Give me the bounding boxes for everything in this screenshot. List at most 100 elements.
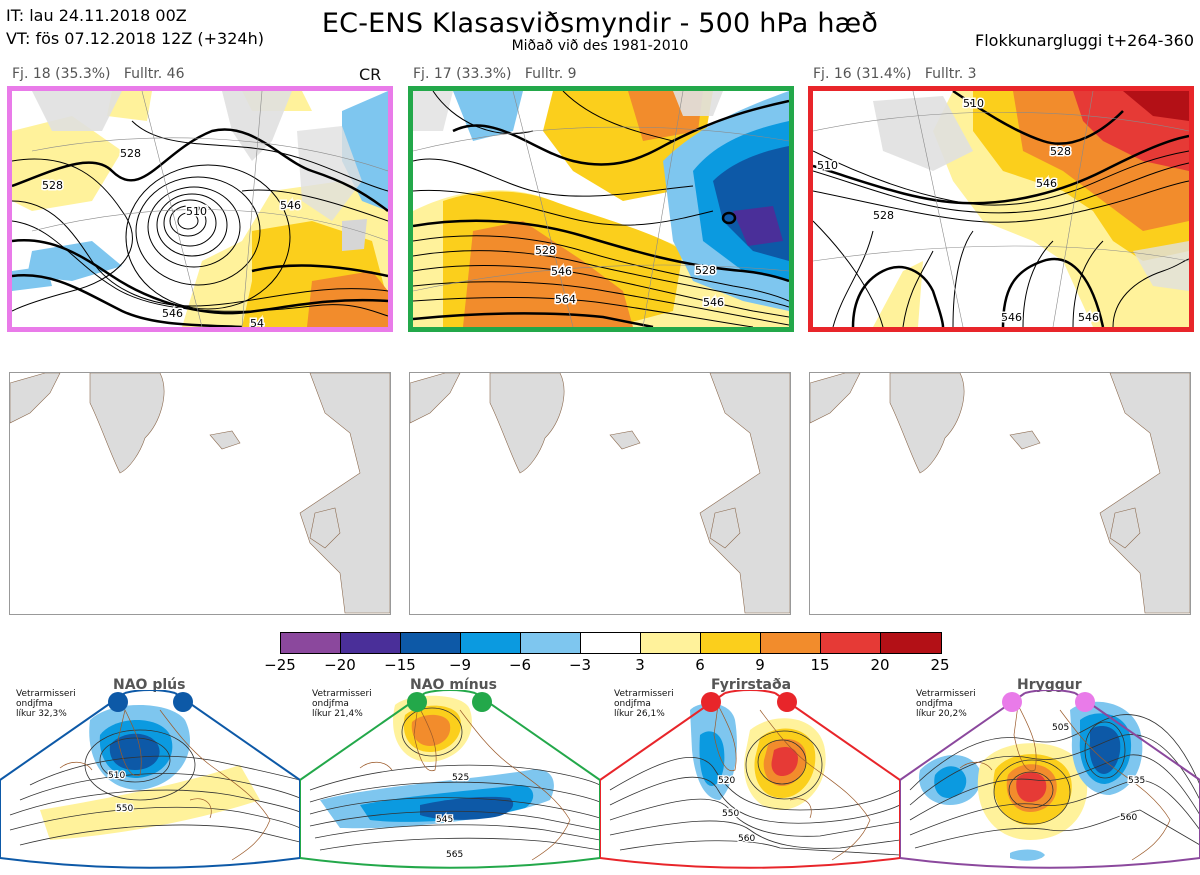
cluster-2-contour-label: 528 [535, 244, 556, 257]
cluster-3-contour-label: 528 [1050, 145, 1071, 158]
regime-1-freq-line: Vetrarmisseri [16, 689, 76, 699]
base-map-2-graphic [410, 373, 790, 614]
colorbar-swatch [461, 633, 521, 653]
regime-3-contour-label: 520 [718, 776, 735, 786]
cluster-2-map: 528 546 564 528 546 [408, 86, 794, 332]
regime-2-contour-label: 525 [452, 773, 469, 783]
cluster-1-contour-label: 528 [42, 179, 63, 192]
regime-2-title: NAO mínus [410, 677, 497, 693]
cluster-1-contour-label: 510 [186, 205, 207, 218]
cluster-1-contour-label: 546 [280, 199, 301, 212]
regime-3-freq-line: Vetrarmisseri [614, 689, 674, 699]
regime-3-map-graphic: 520 550 560 [599, 689, 901, 869]
regime-3-contour-label: 550 [722, 809, 739, 819]
regime-3-marker [777, 692, 797, 712]
cluster-1-contour-label: 54 [250, 317, 264, 327]
colorbar-swatch [281, 633, 341, 653]
regime-3-freq-line: líkur 26,1% [614, 709, 665, 719]
cluster-3-contour-label: 510 [817, 159, 838, 172]
regime-2-map: 525 545 565 [299, 689, 601, 871]
regime-1-map-graphic: 510 550 [0, 689, 301, 869]
cluster-1-contour-label: 528 [187, 204, 208, 217]
cluster-1-contour-label: 528 [120, 147, 141, 160]
colorbar-swatch [341, 633, 401, 653]
cluster-window: Flokkunargluggi t+264-360 [975, 31, 1194, 50]
regime-4-marker [1002, 692, 1022, 712]
colorbar-tick: −9 [448, 656, 472, 674]
regime-2-freq-line: Vetrarmisseri [312, 689, 372, 699]
regime-1-title: NAO plús [113, 677, 186, 693]
colorbar-swatch [761, 633, 821, 653]
cluster-1-contour-label: 546 [162, 307, 183, 320]
colorbar-tick: −3 [568, 656, 592, 674]
issue-time: IT: lau 24.11.2018 00Z [6, 6, 187, 25]
regime-1-frequency: Vetrarmisseri ondjfma líkur 32,3% [16, 689, 76, 719]
colorbar-tick: 15 [810, 656, 830, 674]
cluster-3-map: 510 510 528 528 546 546 546 [808, 86, 1194, 332]
regime-1-freq-line: líkur 32,3% [16, 709, 67, 719]
cluster-3-contour-label: 528 [873, 209, 894, 222]
regime-2-map-graphic: 525 545 565 [299, 689, 601, 869]
regime-4-contour-label: 505 [1052, 723, 1069, 733]
cluster-1-tag: CR [359, 65, 382, 84]
forecast-times: IT: lau 24.11.2018 00Z VT: fös 07.12.201… [6, 4, 264, 50]
base-map-3-graphic [810, 373, 1190, 614]
regime-2-contour-label: 545 [436, 815, 453, 825]
cluster-2-contour-label: 528 [695, 264, 716, 277]
regime-2-freq-line: líkur 21,4% [312, 709, 363, 719]
regime-4-marker [1075, 692, 1095, 712]
regime-3-marker [701, 692, 721, 712]
regime-1-contour-label: 550 [116, 804, 133, 814]
cluster-2-contour-label: 546 [703, 296, 724, 309]
page-title: EC-ENS Klasasviðsmyndir - 500 hPa hæð [321, 8, 879, 39]
colorbar-swatch [641, 633, 701, 653]
colorbar [280, 632, 942, 654]
regime-1-marker [173, 692, 193, 712]
cluster-3-contour-label: 546 [1078, 311, 1099, 324]
cluster-2-label: Fj. 17 (33.3%) Fulltr. 9 [413, 66, 577, 82]
regime-1-freq-line: ondjfma [16, 699, 53, 709]
regime-2-marker [472, 692, 492, 712]
colorbar-swatch [401, 633, 461, 653]
colorbar-swatch [581, 633, 641, 653]
cluster-2-map-graphic: 528 546 564 528 546 [413, 91, 789, 327]
cluster-3-contour-label: 546 [1036, 177, 1057, 190]
regime-3-freq-line: ondjfma [614, 699, 651, 709]
regime-3-contour-label: 560 [738, 834, 755, 844]
regime-2-frequency: Vetrarmisseri ondjfma líkur 21,4% [312, 689, 372, 719]
regime-4-map: 505 535 560 [899, 689, 1200, 871]
cluster-3-map-graphic: 510 510 528 528 546 546 546 [813, 91, 1189, 327]
cluster-3-contour-label: 510 [963, 97, 984, 110]
cluster-2-contour-label: 546 [551, 265, 572, 278]
regime-1-marker [108, 692, 128, 712]
regime-4-contour-label: 560 [1120, 813, 1137, 823]
cluster-3-contour-label: 546 [1001, 311, 1022, 324]
colorbar-tick: −20 [324, 656, 356, 674]
regime-3-map: 520 550 560 [599, 689, 901, 871]
regime-4-freq-line: Vetrarmisseri [916, 689, 976, 699]
regime-3-title: Fyrirstaða [711, 677, 792, 693]
regime-4-contour-label: 535 [1128, 776, 1145, 786]
regime-4-freq-line: líkur 20,2% [916, 709, 967, 719]
colorbar-swatch [881, 633, 941, 653]
cluster-1-map-graphic: 528 528 528 510 546 546 54 [12, 91, 388, 327]
colorbar-tick: −25 [264, 656, 296, 674]
regime-1-contour-label: 510 [108, 771, 125, 781]
regime-4-frequency: Vetrarmisseri ondjfma líkur 20,2% [916, 689, 976, 719]
colorbar-tick: 20 [870, 656, 890, 674]
regime-2-marker [407, 692, 427, 712]
colorbar-swatch [701, 633, 761, 653]
cluster-2-contour-label: 564 [555, 293, 576, 306]
regime-2-freq-line: ondjfma [312, 699, 349, 709]
regime-4-map-graphic: 505 535 560 [899, 689, 1200, 869]
colorbar-swatch [521, 633, 581, 653]
cluster-1-label: Fj. 18 (35.3%) Fulltr. 46 [12, 66, 185, 82]
base-map-2 [409, 372, 791, 615]
valid-time: VT: fös 07.12.2018 12Z (+324h) [6, 29, 264, 48]
colorbar-tick: −15 [384, 656, 416, 674]
regime-4-title: Hryggur [1017, 677, 1082, 693]
regime-4-freq-line: ondjfma [916, 699, 953, 709]
colorbar-tick: 9 [755, 656, 765, 674]
colorbar-tick: 3 [635, 656, 645, 674]
regime-1-map: 510 550 [0, 689, 301, 871]
